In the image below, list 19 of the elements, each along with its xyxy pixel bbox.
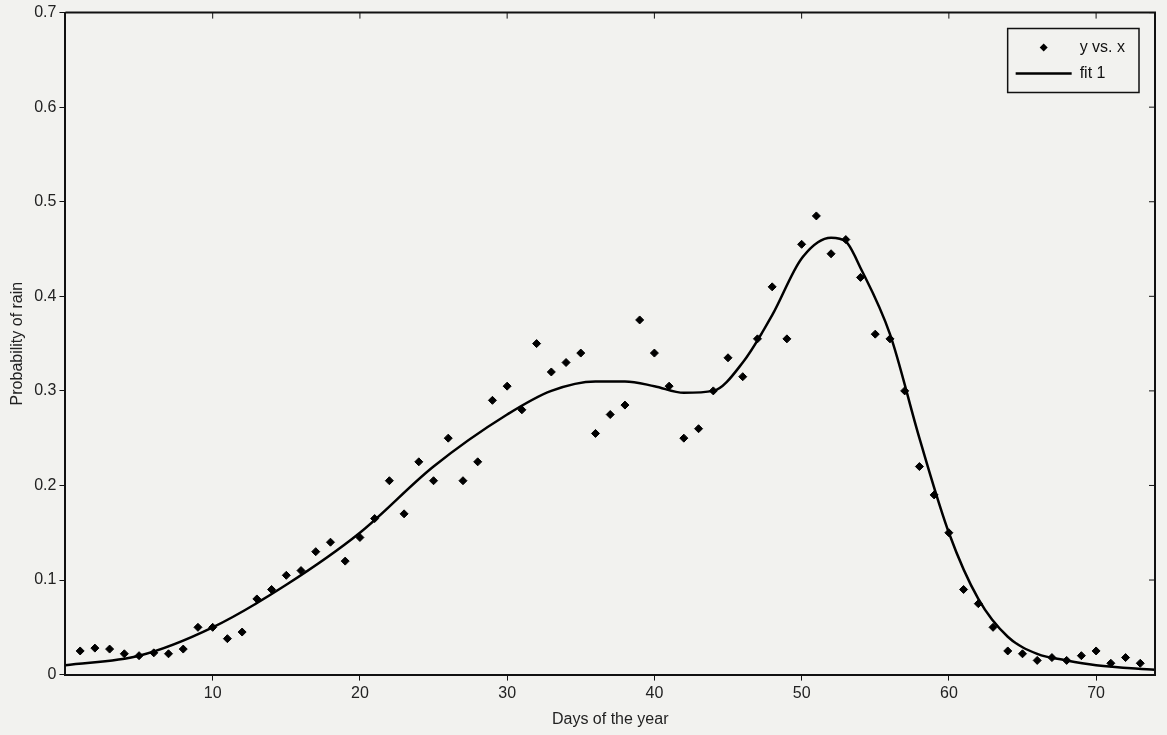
x-tick-label: 20 [351,683,369,701]
y-tick-label: 0.5 [34,192,57,210]
legend-label: fit 1 [1079,64,1106,82]
x-tick-label: 50 [792,683,811,701]
x-axis-title: Days of the year [551,709,670,727]
x-tick-label: 40 [645,683,664,701]
legend-label: y vs. x [1079,38,1126,56]
x-tick-label: 10 [203,683,222,701]
y-tick-label: 0.2 [34,475,57,493]
y-axis-title: Probability of rain [8,281,26,406]
y-tick-label: 0.1 [34,570,57,588]
y-tick-label: 0.6 [34,97,57,115]
x-tick-label: 70 [1087,683,1106,701]
y-tick-label: 0.3 [34,381,57,399]
y-tick-label: 0 [47,665,57,683]
y-tick-label: 0.7 [34,3,57,21]
x-tick-label: 30 [498,683,517,701]
x-tick-label: 60 [939,683,958,701]
y-tick-label: 0.4 [34,286,57,304]
